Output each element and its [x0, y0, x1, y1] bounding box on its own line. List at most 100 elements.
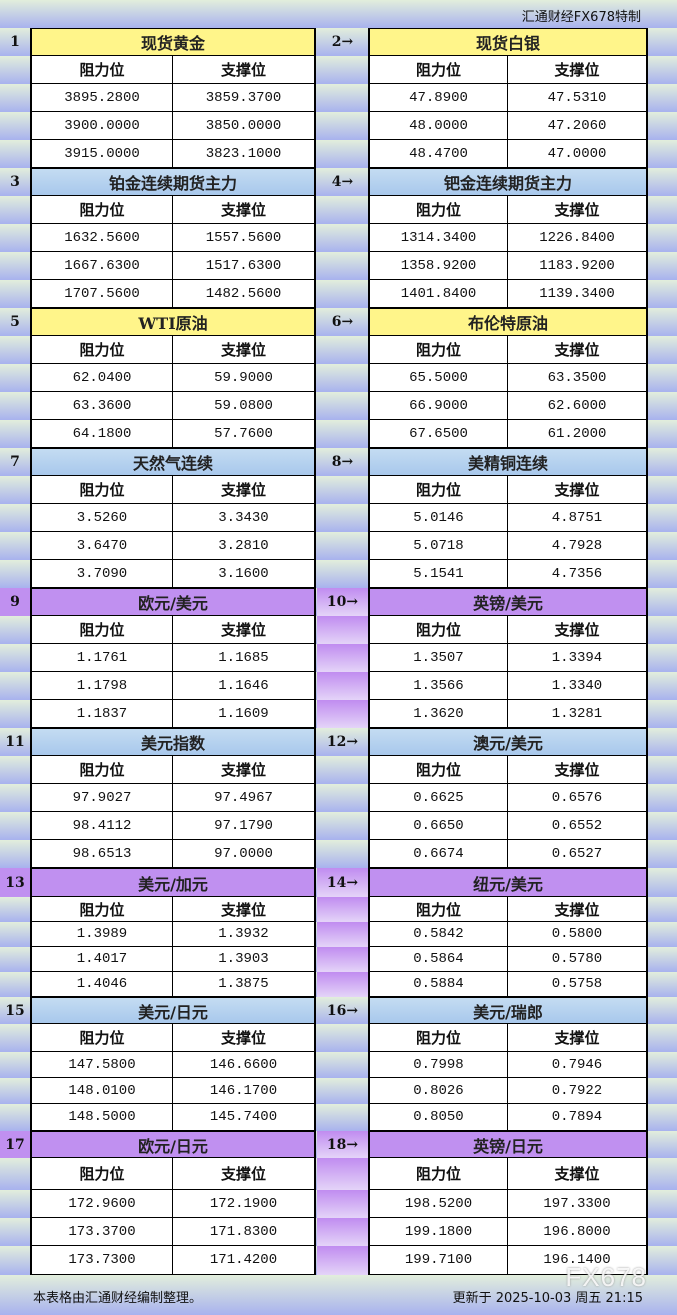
resistance-value: 1.3989 — [30, 922, 173, 947]
right-instrument-title: 钯金连续期货主力 — [368, 168, 648, 196]
gutter-purple — [317, 947, 368, 972]
left-gutter-purple — [0, 672, 30, 700]
support-value: 3.2810 — [173, 532, 316, 560]
resistance-value: 63.3600 — [30, 392, 173, 420]
resistance-value: 0.7998 — [368, 1052, 508, 1078]
resistance-value: 5.0718 — [368, 532, 508, 560]
support-value: 1482.5600 — [173, 280, 316, 308]
left-gutter-purple — [0, 897, 30, 922]
support-value: 61.2000 — [508, 420, 648, 448]
left-instrument-title: 天然气连续 — [30, 448, 316, 476]
support-value: 62.6000 — [508, 392, 648, 420]
resistance-value: 199.1800 — [368, 1218, 508, 1246]
support-value: 196.1400 — [508, 1246, 648, 1275]
resistance-value: 1.1798 — [30, 672, 173, 700]
support-value: 57.7600 — [173, 420, 316, 448]
resistance-value: 0.6625 — [368, 784, 508, 812]
resistance-value: 1.1837 — [30, 700, 173, 728]
resistance-value: 3.5260 — [30, 504, 173, 532]
left-index-label: 17 — [5, 1136, 25, 1153]
support-value: 3.1600 — [173, 560, 316, 588]
support-value: 4.7928 — [508, 532, 648, 560]
left-instrument-title: 美元/加元 — [30, 868, 316, 897]
support-value: 1.3281 — [508, 700, 648, 728]
right-index-label: 10→ — [326, 594, 359, 610]
resistance-value: 3895.2800 — [30, 84, 173, 112]
resistance-header: 阻力位 — [30, 756, 173, 784]
resistance-header: 阻力位 — [30, 476, 173, 504]
left-instrument-title: 现货黄金 — [30, 28, 316, 56]
left-index-label: 7 — [10, 454, 20, 470]
resistance-value: 3900.0000 — [30, 112, 173, 140]
resistance-header: 阻力位 — [368, 476, 508, 504]
left-index-label: 5 — [10, 314, 20, 330]
left-gutter-purple — [0, 972, 30, 997]
support-header: 支撑位 — [173, 196, 316, 224]
support-value: 0.6576 — [508, 784, 648, 812]
right-instrument-title: 布伦特原油 — [368, 308, 648, 336]
support-value: 3823.1000 — [173, 140, 316, 168]
left-instrument-title: 美元指数 — [30, 728, 316, 756]
resistance-value: 1314.3400 — [368, 224, 508, 252]
resistance-value: 199.7100 — [368, 1246, 508, 1275]
support-value: 1.1685 — [173, 644, 316, 672]
resistance-value: 0.8050 — [368, 1104, 508, 1131]
support-value: 1226.8400 — [508, 224, 648, 252]
resistance-header: 阻力位 — [368, 756, 508, 784]
footer-band — [0, 1275, 677, 1315]
support-value: 1.3394 — [508, 644, 648, 672]
support-header: 支撑位 — [508, 336, 648, 364]
support-value: 4.8751 — [508, 504, 648, 532]
resistance-value: 1707.5600 — [30, 280, 173, 308]
resistance-header: 阻力位 — [368, 1158, 508, 1190]
support-value: 59.0800 — [173, 392, 316, 420]
right-index-label: 8→ — [331, 454, 354, 470]
right-index-label: 18→ — [326, 1136, 359, 1153]
resistance-value: 98.4112 — [30, 812, 173, 840]
resistance-value: 66.9000 — [368, 392, 508, 420]
right-index-label: 12→ — [326, 734, 359, 750]
gutter-purple — [317, 616, 368, 644]
right-instrument-title: 现货白银 — [368, 28, 648, 56]
resistance-value: 3915.0000 — [30, 140, 173, 168]
resistance-value: 3.7090 — [30, 560, 173, 588]
gutter-purple — [317, 672, 368, 700]
left-index-label: 9 — [10, 594, 20, 610]
resistance-header: 阻力位 — [30, 336, 173, 364]
right-index-label: 2→ — [331, 34, 354, 50]
support-header: 支撑位 — [508, 1158, 648, 1190]
resistance-value: 172.9600 — [30, 1190, 173, 1218]
resistance-value: 97.9027 — [30, 784, 173, 812]
support-value: 0.5800 — [508, 922, 648, 947]
support-header: 支撑位 — [508, 1024, 648, 1052]
left-index-label: 1 — [10, 34, 20, 50]
gutter-purple — [317, 972, 368, 997]
resistance-header: 阻力位 — [368, 56, 508, 84]
top-band — [0, 0, 677, 28]
gutter-purple — [317, 1158, 368, 1190]
resistance-value: 5.1541 — [368, 560, 508, 588]
resistance-value: 3.6470 — [30, 532, 173, 560]
left-instrument-title: 欧元/日元 — [30, 1131, 316, 1158]
right-index-label: 4→ — [331, 174, 354, 190]
support-header: 支撑位 — [173, 756, 316, 784]
resistance-header: 阻力位 — [30, 616, 173, 644]
support-value: 97.1790 — [173, 812, 316, 840]
resistance-header: 阻力位 — [30, 1024, 173, 1052]
left-index-label: 11 — [5, 734, 25, 750]
resistance-value: 147.5800 — [30, 1052, 173, 1078]
left-gutter-purple — [0, 1218, 30, 1246]
footer-note: 本表格由汇通财经编制整理。 — [33, 1291, 203, 1306]
gutter-purple — [317, 1246, 368, 1275]
support-value: 146.1700 — [173, 1078, 316, 1104]
resistance-value: 1667.6300 — [30, 252, 173, 280]
support-header: 支撑位 — [508, 616, 648, 644]
right-instrument-title: 纽元/美元 — [368, 868, 648, 897]
support-header: 支撑位 — [173, 616, 316, 644]
support-value: 0.6552 — [508, 812, 648, 840]
resistance-value: 198.5200 — [368, 1190, 508, 1218]
left-instrument-title: 铂金连续期货主力 — [30, 168, 316, 196]
gutter-purple — [317, 1218, 368, 1246]
resistance-value: 48.4700 — [368, 140, 508, 168]
support-value: 47.0000 — [508, 140, 648, 168]
